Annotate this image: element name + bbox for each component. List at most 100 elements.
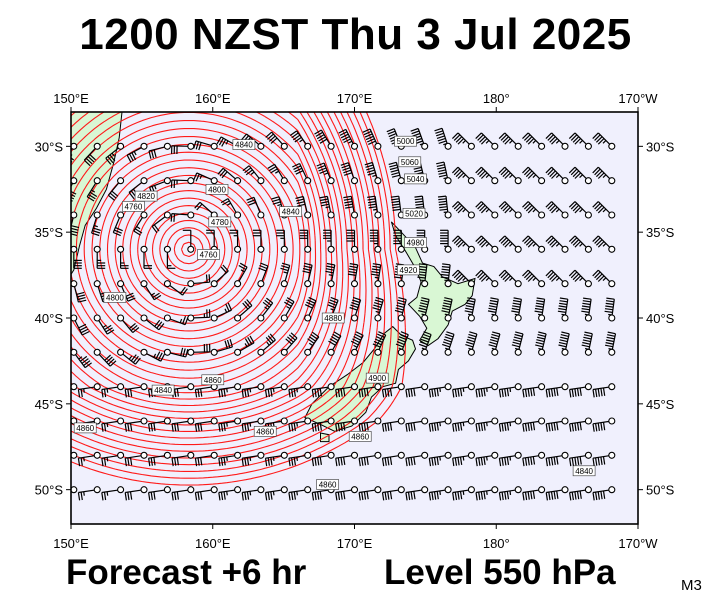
wind-barb — [171, 417, 195, 432]
wind-barb — [592, 201, 616, 219]
wind-barb — [292, 162, 312, 185]
wind-barb — [372, 296, 384, 322]
wind-barb — [93, 245, 106, 269]
wind-barb — [451, 269, 475, 288]
wind-barb — [568, 269, 592, 288]
wind-barb — [498, 269, 522, 288]
wind-barb — [234, 262, 248, 288]
wind-barb — [428, 417, 452, 432]
wind-barb — [522, 201, 546, 219]
wind-barb — [71, 314, 90, 336]
wind-barb — [242, 165, 265, 185]
wind-barb — [535, 331, 547, 356]
wind-barb — [592, 451, 616, 467]
svg-text:4760: 4760 — [200, 251, 218, 260]
contour-label: 4840 — [572, 465, 596, 477]
wind-barb — [498, 201, 522, 219]
wind-barb — [568, 166, 592, 185]
wind-barb — [545, 201, 569, 219]
wind-barb — [451, 201, 475, 219]
wind-barb — [592, 269, 616, 288]
svg-text:4780: 4780 — [211, 218, 229, 227]
wind-barb — [194, 486, 218, 501]
wind-barb — [71, 280, 87, 303]
svg-text:4860: 4860 — [319, 481, 337, 490]
wind-barb — [557, 297, 569, 322]
wind-barb — [367, 195, 382, 219]
wind-barb — [592, 486, 616, 501]
wind-barb — [171, 486, 195, 501]
wind-barb — [522, 269, 546, 288]
height-contour — [71, 112, 344, 419]
wind-barb — [148, 486, 171, 501]
wind-barb — [107, 177, 125, 201]
wind-barb — [452, 417, 475, 432]
wind-barb — [101, 417, 125, 432]
wind-barb — [381, 451, 405, 467]
wind-barb — [264, 486, 288, 501]
lat-tick-label-left: 40°S — [35, 311, 64, 326]
wind-barb — [304, 331, 320, 356]
wind-barb — [288, 383, 312, 398]
svg-text:5000: 5000 — [397, 137, 415, 146]
wind-barb — [452, 451, 475, 467]
wind-barb — [498, 166, 522, 185]
wind-barb — [475, 235, 499, 253]
wind-barb — [194, 451, 218, 467]
wind-barb — [241, 486, 265, 501]
wind-barb — [452, 486, 475, 501]
wind-barb — [388, 161, 405, 185]
wind-barb — [229, 229, 242, 253]
wind-barb — [568, 201, 592, 219]
wind-barb — [436, 161, 452, 185]
contour-label: 5020 — [402, 208, 426, 219]
model-label: M3 — [681, 577, 702, 594]
wind-barb — [452, 383, 475, 398]
wind-barb — [193, 172, 218, 185]
wind-barb — [299, 229, 312, 253]
wind-barb — [264, 451, 288, 467]
wind-barb — [171, 451, 195, 467]
wind-barb — [234, 335, 255, 356]
wind-barb — [112, 211, 125, 237]
wind-barb — [187, 309, 211, 322]
contour-label: 5000 — [394, 135, 417, 147]
wind-barb — [218, 383, 242, 398]
wind-barb — [545, 417, 569, 432]
wind-barb — [568, 132, 592, 150]
wind-barb — [217, 167, 242, 185]
wind-barb — [545, 486, 569, 501]
wind-barb — [151, 211, 171, 234]
contour-label: 4780 — [208, 216, 232, 228]
lat-tick-label-right: 30°S — [646, 139, 675, 154]
wind-barb — [77, 383, 101, 398]
wind-barb — [418, 297, 430, 322]
contour-label: 4840 — [279, 206, 303, 217]
contour-label: 4860 — [348, 431, 372, 442]
wind-barb — [323, 229, 335, 253]
wind-barb — [311, 383, 335, 398]
australia-land — [71, 112, 123, 276]
wind-barb — [101, 486, 125, 501]
lat-tick-label-right: 40°S — [646, 311, 675, 326]
wind-barb — [487, 297, 499, 322]
svg-text:4840: 4840 — [235, 141, 253, 150]
wind-barb — [93, 348, 117, 367]
svg-text:5040: 5040 — [407, 175, 425, 184]
height-contour — [71, 112, 338, 413]
wind-barb — [335, 417, 359, 432]
wind-barb — [405, 486, 429, 501]
contour-label: 4840 — [232, 139, 256, 150]
lat-tick-label-right: 35°S — [646, 225, 675, 240]
wind-barb — [220, 198, 242, 219]
lat-tick-label-right: 45°S — [646, 397, 675, 412]
wind-barb — [569, 417, 592, 432]
wind-barb — [148, 417, 171, 432]
wind-barb — [77, 486, 101, 501]
level-label: Level 550 hPa — [384, 553, 616, 592]
wind-barb — [464, 297, 476, 322]
wind-barb — [302, 262, 313, 288]
height-contour — [180, 241, 197, 258]
wind-barb — [545, 166, 569, 185]
wind-barb — [511, 331, 524, 356]
